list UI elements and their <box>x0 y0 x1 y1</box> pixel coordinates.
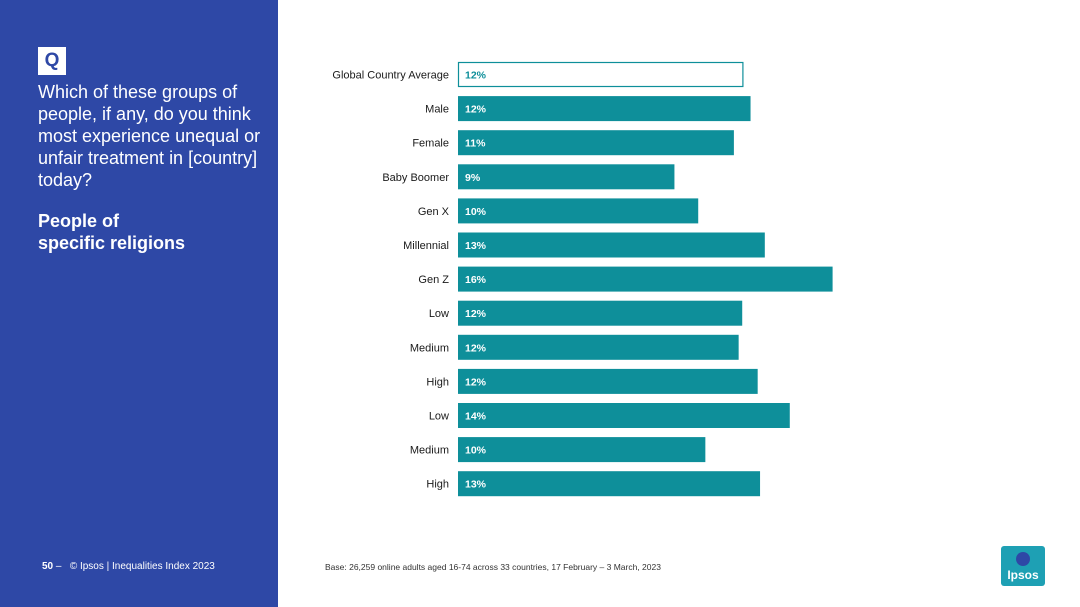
bar <box>458 300 743 326</box>
value-label: 9% <box>465 172 481 184</box>
bar <box>458 96 751 122</box>
average-bar <box>457 61 744 88</box>
question-subtitle: People of specific religions <box>38 210 270 254</box>
bar <box>458 471 761 497</box>
value-label: 12% <box>465 104 487 116</box>
category-label: High <box>426 376 449 388</box>
page-number: 50 <box>42 561 54 572</box>
bar <box>458 232 765 258</box>
bar <box>458 437 706 463</box>
bar <box>458 198 699 224</box>
bar <box>458 334 739 360</box>
category-label: Female <box>412 138 449 150</box>
source-text: © Ipsos | Inequalities Index 2023 <box>69 561 215 572</box>
bar <box>458 164 675 190</box>
category-label: Global Country Average <box>332 70 449 82</box>
category-label: Medium <box>410 342 449 354</box>
category-label: Low <box>429 411 449 423</box>
value-label: 12% <box>465 342 487 354</box>
category-label: Low <box>429 308 449 320</box>
value-label: 12% <box>465 376 487 388</box>
subtitle-line-2: specific religions <box>38 233 186 253</box>
category-label: Gen Z <box>418 274 449 286</box>
footer-source: 50 – © Ipsos | Inequalities Index 2023 <box>42 561 215 572</box>
footer-separator: – <box>55 561 62 572</box>
question-panel: Q Which of these groups of people, if an… <box>0 0 278 607</box>
value-label: 12% <box>465 308 487 320</box>
logo-text: Ipsos <box>1007 568 1039 582</box>
bar <box>458 368 758 394</box>
category-label: Medium <box>410 445 449 457</box>
subtitle-line-1: People of <box>38 211 120 231</box>
category-label: Gen X <box>418 206 450 218</box>
base-note: Base: 26,259 online adults aged 16-74 ac… <box>325 562 661 572</box>
value-label: 16% <box>465 274 487 286</box>
bar <box>458 130 734 156</box>
bar <box>458 266 833 292</box>
value-label: 10% <box>465 445 487 457</box>
question-text: Which of these groups of people, if any,… <box>38 82 261 190</box>
ipsos-logo: Ipsos <box>1001 546 1045 586</box>
value-label: 14% <box>465 411 487 423</box>
value-label: 13% <box>465 479 487 491</box>
question-badge: Q <box>38 47 66 75</box>
value-label: 13% <box>465 240 487 252</box>
category-label: Male <box>425 104 449 116</box>
category-label: Millennial <box>403 240 449 252</box>
value-label: 10% <box>465 206 487 218</box>
value-label: 12% <box>465 70 487 82</box>
value-label: 11% <box>465 138 486 150</box>
bar <box>458 403 790 428</box>
bar-chart: Global Country Average 12% Male 12% Female 11… <box>300 55 920 505</box>
category-label: Baby Boomer <box>382 172 449 184</box>
category-label: High <box>426 479 449 491</box>
bar-chart-svg: Global Country Average 12% Male 12% Female 11… <box>332 61 833 497</box>
logo-mark-icon <box>1016 552 1030 566</box>
